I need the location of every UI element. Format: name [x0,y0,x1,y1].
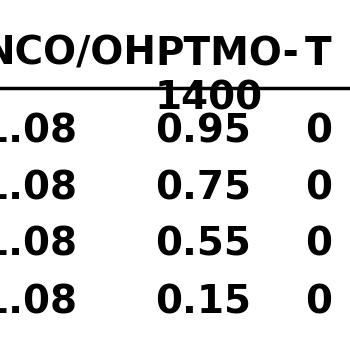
Text: 0: 0 [305,113,332,151]
Text: 1.08: 1.08 [0,283,78,321]
Text: T: T [305,35,332,73]
Text: 1.08: 1.08 [0,113,78,151]
Text: 0: 0 [305,226,332,264]
Text: 0.95: 0.95 [155,113,251,151]
Text: 1.08: 1.08 [0,169,78,207]
Text: 0.55: 0.55 [155,226,251,264]
Text: 0.75: 0.75 [155,169,251,207]
Text: NCO/OH: NCO/OH [0,35,156,73]
Text: 0: 0 [305,283,332,321]
Text: 1.08: 1.08 [0,226,78,264]
Text: PTMO-
1400: PTMO- 1400 [155,35,299,117]
Text: 0.15: 0.15 [155,283,251,321]
Text: 0: 0 [305,169,332,207]
